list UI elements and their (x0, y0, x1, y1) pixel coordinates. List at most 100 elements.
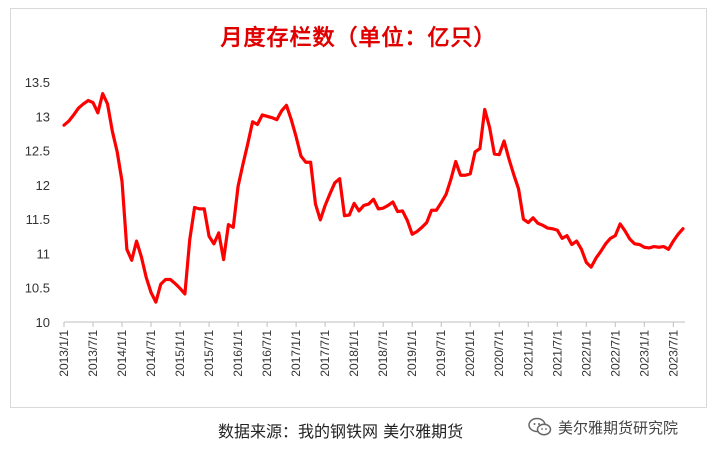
data-point (246, 142, 249, 145)
data-point (681, 227, 685, 230)
data-point (140, 255, 143, 259)
data-point (256, 123, 259, 126)
x-tick-label: 2013/7/1 (86, 330, 100, 377)
x-tick-label: 2016/7/1 (260, 330, 274, 377)
data-point (333, 181, 337, 184)
data-point (169, 278, 172, 281)
data-point (604, 242, 607, 246)
data-point (309, 161, 312, 164)
data-point (275, 118, 278, 121)
series-layer (62, 92, 685, 304)
data-point (304, 161, 307, 164)
data-point (72, 113, 75, 117)
data-point (652, 245, 656, 248)
data-point (672, 239, 675, 243)
data-point (618, 222, 622, 226)
data-point (507, 157, 511, 160)
data-point (174, 282, 177, 285)
data-point (614, 234, 617, 237)
data-point (270, 116, 274, 119)
data-point (62, 124, 66, 127)
data-point (227, 223, 230, 226)
data-point (261, 113, 264, 117)
y-tick-label: 11.5 (26, 212, 50, 227)
data-point (473, 150, 477, 154)
y-tick-label: 10 (36, 315, 50, 330)
y-tick-label: 12 (36, 178, 50, 193)
data-point (343, 214, 346, 217)
data-point (188, 238, 191, 241)
data-point (193, 206, 196, 209)
data-point (430, 209, 433, 212)
data-point (164, 278, 167, 281)
data-point (86, 99, 90, 102)
x-tick-label: 2021/1/1 (521, 330, 535, 377)
data-point (149, 291, 153, 294)
data-point (338, 177, 341, 180)
x-tick-label: 2020/7/1 (492, 330, 506, 377)
data-point (638, 243, 641, 246)
wechat-account-name: 美尔雅期货研究院 (558, 418, 679, 437)
data-point (222, 258, 225, 261)
data-point (352, 202, 356, 205)
data-point (396, 210, 399, 213)
x-tick-label: 2014/7/1 (144, 330, 158, 377)
data-point (609, 237, 612, 240)
y-tick-label: 13 (36, 109, 50, 124)
data-point (531, 216, 535, 219)
x-tick-label: 2023/7/1 (666, 330, 680, 377)
data-point (319, 218, 322, 222)
data-point (125, 248, 129, 251)
data-point (667, 248, 670, 251)
data-point (425, 221, 428, 224)
data-point (623, 229, 627, 232)
data-point (478, 147, 482, 150)
data-point (285, 104, 288, 107)
data-point (203, 207, 206, 211)
data-point (91, 101, 95, 104)
data-point (96, 111, 100, 115)
wechat-watermark: 美尔雅期货研究院 (528, 416, 678, 438)
x-tick-label: 2022/7/1 (608, 330, 622, 377)
data-point (372, 198, 375, 201)
data-point (328, 192, 332, 195)
data-point (314, 202, 317, 206)
data-point (377, 207, 380, 211)
data-point (589, 265, 593, 269)
x-tick-label: 2018/1/1 (347, 330, 361, 377)
data-point (541, 224, 544, 227)
data-point (130, 259, 133, 262)
y-tick-label: 13.5 (25, 75, 50, 90)
data-point (575, 239, 578, 243)
data-point (585, 261, 588, 264)
data-source-note: 数据来源：我的钢铁网 美尔雅期货 (218, 422, 464, 441)
data-point (120, 180, 124, 183)
x-tick-label: 2023/1/1 (637, 330, 651, 377)
data-point (459, 174, 462, 177)
data-point (159, 283, 162, 286)
data-point (440, 201, 443, 204)
data-point (217, 231, 220, 235)
x-tick-label: 2015/7/1 (202, 330, 216, 377)
data-point (77, 106, 80, 110)
data-point (357, 209, 361, 213)
data-point (517, 187, 520, 191)
x-tick-label: 2017/1/1 (289, 330, 303, 377)
y-tick-label: 11 (37, 246, 51, 261)
data-point (435, 209, 438, 212)
data-point (449, 178, 453, 181)
data-point (444, 193, 448, 196)
data-point (265, 115, 269, 118)
chart-title: 月度存栏数（单位：亿只） (220, 25, 497, 51)
data-point (647, 246, 651, 250)
data-point (111, 130, 114, 133)
data-point (67, 119, 71, 123)
data-point (493, 152, 496, 156)
chart-frame (10, 8, 707, 408)
data-point (483, 108, 486, 111)
data-point (241, 163, 245, 166)
data-point (599, 250, 602, 253)
data-point (464, 174, 467, 177)
data-point (580, 248, 583, 251)
x-tick-label: 2020/1/1 (463, 330, 477, 377)
